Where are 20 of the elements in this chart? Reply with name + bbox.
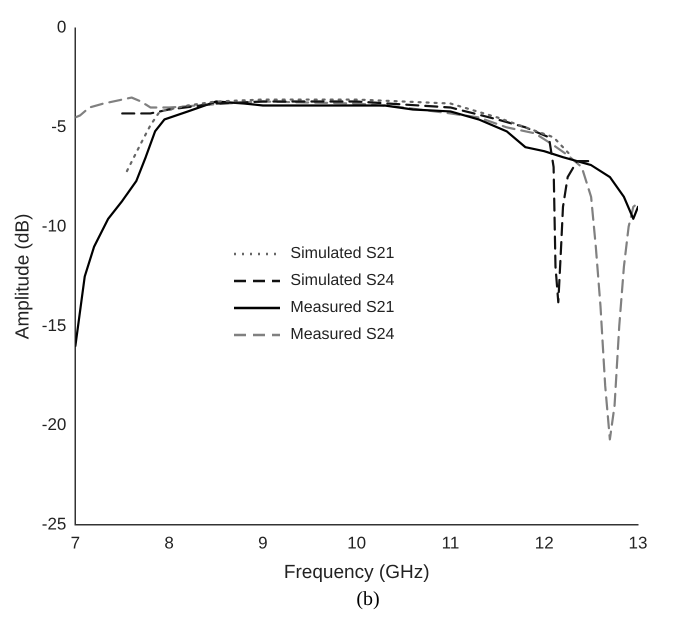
x-tick-label: 7 bbox=[70, 534, 80, 553]
legend-label: Measured S24 bbox=[290, 325, 394, 345]
x-tick-label: 13 bbox=[628, 534, 648, 553]
x-tick-label: 11 bbox=[442, 534, 460, 553]
x-tick-label: 10 bbox=[347, 534, 366, 553]
y-tick-label: -5 bbox=[51, 117, 66, 136]
y-tick-label: 0 bbox=[56, 18, 66, 37]
legend-label: Simulated S24 bbox=[290, 271, 394, 291]
legend-label: Simulated S21 bbox=[290, 244, 394, 264]
y-tick-label: -10 bbox=[42, 216, 66, 236]
y-tick-label: -25 bbox=[42, 514, 66, 534]
legend-label: Measured S21 bbox=[290, 298, 394, 318]
text: (b) bbox=[355, 588, 381, 611]
x-tick-label: 8 bbox=[164, 534, 174, 553]
x-tick-label: 9 bbox=[258, 534, 268, 553]
x-axis-title: Frequency (GHz) bbox=[284, 562, 430, 583]
y-axis-title: Amplitude (dB) bbox=[12, 214, 34, 340]
x-tick-label: 12 bbox=[534, 534, 554, 553]
y-tick-label: -20 bbox=[42, 415, 66, 434]
y-tick-label: -15 bbox=[42, 316, 66, 335]
